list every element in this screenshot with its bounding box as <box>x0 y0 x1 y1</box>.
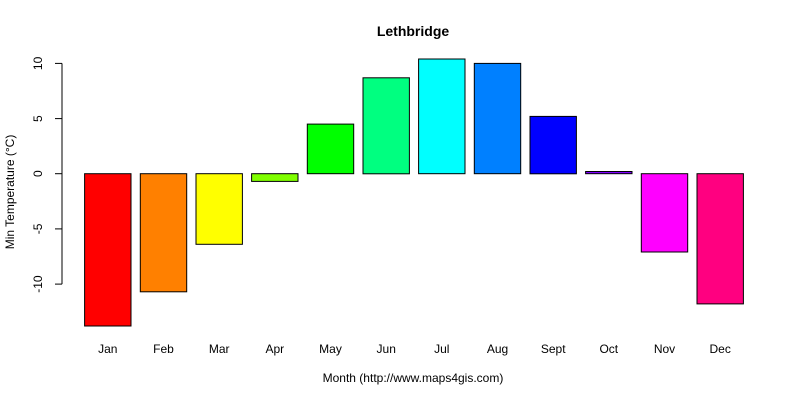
y-tick-label: -10 <box>31 275 45 293</box>
y-axis-label: Min Temperature (°C) <box>3 135 17 250</box>
bar-dec <box>696 173 744 305</box>
x-tick-nov: Nov <box>654 342 675 356</box>
y-tick-label: 10 <box>31 56 45 70</box>
x-tick-labels: Jan Feb Mar Apr May Jun Jul Aug Sept Oct Nov Dec <box>98 342 731 356</box>
bar-feb <box>139 173 188 293</box>
bar-jan <box>84 173 132 327</box>
x-tick-jan: Jan <box>98 342 117 356</box>
chart-title: Lethbridge <box>377 23 450 39</box>
x-tick-oct: Oct <box>599 342 618 356</box>
bar-mar <box>195 173 243 245</box>
bar-nov <box>640 173 689 253</box>
x-tick-jul: Jul <box>434 342 449 356</box>
x-tick-dec: Dec <box>710 342 731 356</box>
bar-may <box>306 123 355 175</box>
x-axis-label: Month (http://www.maps4gis.com) <box>323 371 504 385</box>
y-tick-label: -5 <box>31 223 45 234</box>
x-tick-aug: Aug <box>487 342 508 356</box>
x-tick-mar: Mar <box>209 342 230 356</box>
x-tick-may: May <box>319 342 342 356</box>
bar-aug <box>473 62 522 175</box>
y-axis: -10 -5 0 5 10 <box>31 56 63 293</box>
bars-group <box>84 58 744 327</box>
bar-apr <box>251 173 299 182</box>
bar-oct <box>585 171 633 175</box>
x-tick-feb: Feb <box>153 342 174 356</box>
y-tick-label: 0 <box>31 170 45 177</box>
x-tick-sept: Sept <box>541 342 566 356</box>
bar-jun <box>362 77 410 175</box>
y-tick-label: 5 <box>31 115 45 122</box>
x-tick-apr: Apr <box>265 342 284 356</box>
bar-sept <box>529 115 577 175</box>
bar-jul <box>418 58 466 175</box>
x-tick-jun: Jun <box>377 342 396 356</box>
